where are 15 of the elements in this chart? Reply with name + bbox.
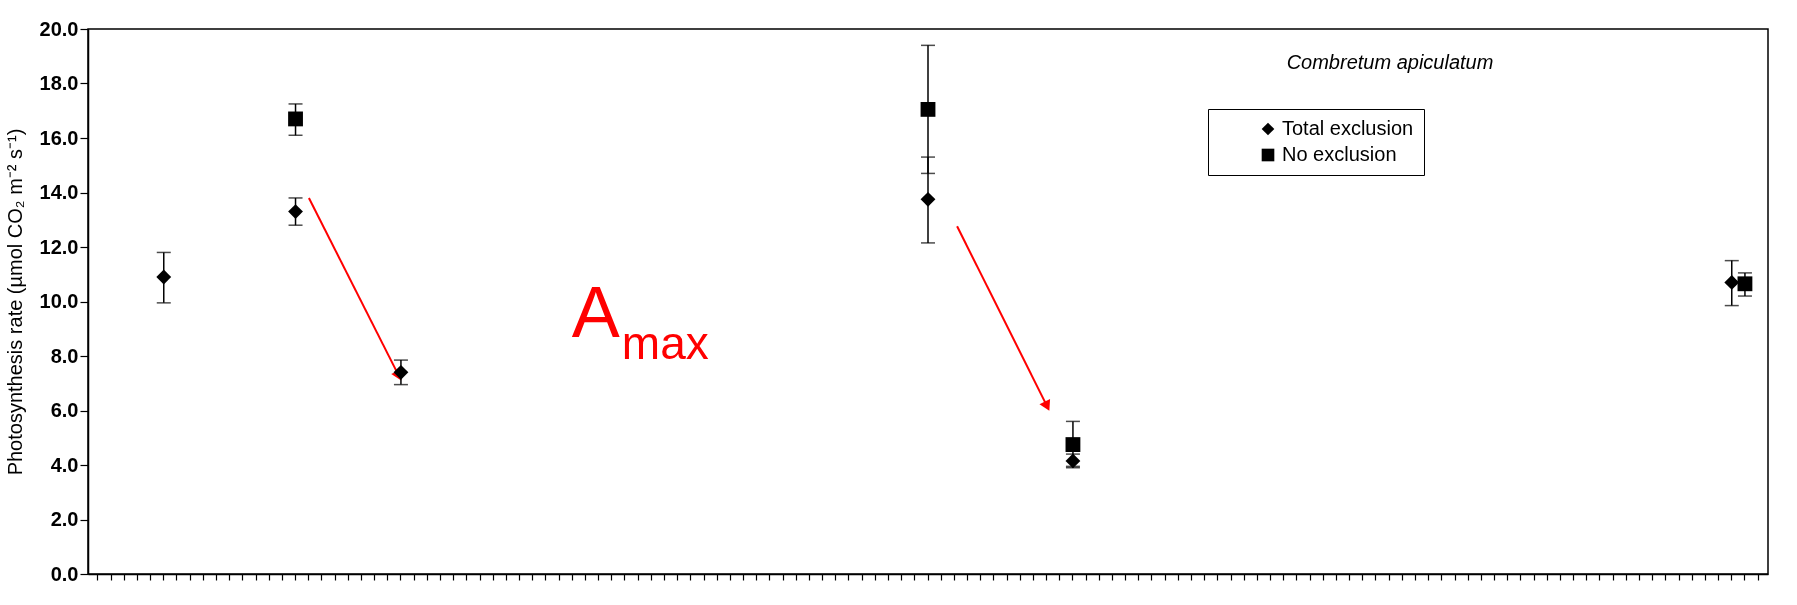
legend-label: Total exclusion <box>1282 117 1414 139</box>
y-tick-label: 4.0 <box>50 453 79 476</box>
y-tick-label: 14.0 <box>39 181 79 203</box>
y-tick-label: 10.0 <box>39 290 79 312</box>
y-tick-label: 8.0 <box>50 344 79 367</box>
legend-label: No exclusion <box>1282 143 1397 165</box>
annotation: Combretum apiculatum <box>1286 51 1494 73</box>
y-tick-label: 6.0 <box>50 399 79 421</box>
y-tick-label: 2.0 <box>50 508 79 530</box>
y-tick-label: 18.0 <box>39 72 79 94</box>
y-tick-label: 0.0 <box>50 562 79 585</box>
y-axis-title: Photosynthesis rate (µmol CO₂ m⁻² s⁻¹) <box>3 128 26 476</box>
y-tick-label: 16.0 <box>39 126 79 149</box>
y-tick-label: 12.0 <box>39 235 79 258</box>
y-tick-label: 20.0 <box>39 17 79 40</box>
